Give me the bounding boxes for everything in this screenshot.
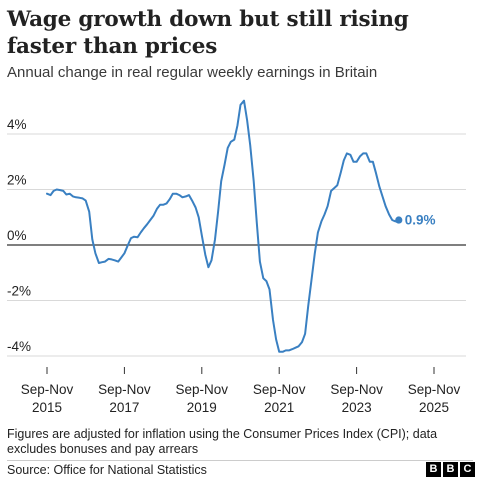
chart-footnote: Figures are adjusted for inflation using… (7, 427, 438, 456)
footer-divider (7, 460, 473, 461)
x-tick-label-year: 2021 (264, 400, 294, 415)
bbc-logo: B B C (426, 462, 475, 477)
x-tick-label-year: 2015 (32, 400, 62, 415)
y-tick-label: 2% (7, 173, 27, 188)
x-tick-label: Sep-Nov (408, 382, 461, 397)
x-tick-label: Sep-Nov (253, 382, 306, 397)
x-tick-label-year: 2019 (187, 400, 217, 415)
x-tick-label: Sep-Nov (330, 382, 383, 397)
series-layer: 0.9% (46, 99, 436, 353)
end-value-label: 0.9% (405, 213, 436, 228)
series-line (46, 99, 400, 353)
logo-letter: B (443, 462, 458, 477)
y-tick-label: -4% (7, 339, 31, 354)
gridlines (7, 133, 466, 357)
logo-letter: C (460, 462, 475, 477)
end-point-marker (395, 216, 403, 224)
y-tick-label: -2% (7, 284, 31, 299)
x-axis: Sep-Nov 2015 Sep-Nov 2017 Sep-Nov 2019 Sep-Nov… (21, 367, 461, 415)
y-tick-label: 0% (7, 228, 27, 243)
x-tick-label-year: 2023 (342, 400, 372, 415)
y-axis: 4% 2% 0% -2% -4% (7, 117, 31, 354)
chart-title: Wage growth down but still rising faster… (7, 7, 409, 59)
x-tick-label-year: 2025 (419, 400, 449, 415)
x-tick-label-year: 2017 (109, 400, 139, 415)
line-chart: Sep-Nov 2015 Sep-Nov 2017 Sep-Nov 2019 Sep-Nov… (7, 99, 466, 415)
x-tick-label: Sep-Nov (176, 382, 229, 397)
chart-source: Source: Office for National Statistics (7, 463, 207, 477)
logo-letter: B (426, 462, 441, 477)
x-tick-label: Sep-Nov (21, 382, 74, 397)
chart-subtitle: Annual change in real regular weekly ear… (7, 64, 378, 81)
x-tick-label: Sep-Nov (98, 382, 151, 397)
y-tick-label: 4% (7, 117, 27, 132)
